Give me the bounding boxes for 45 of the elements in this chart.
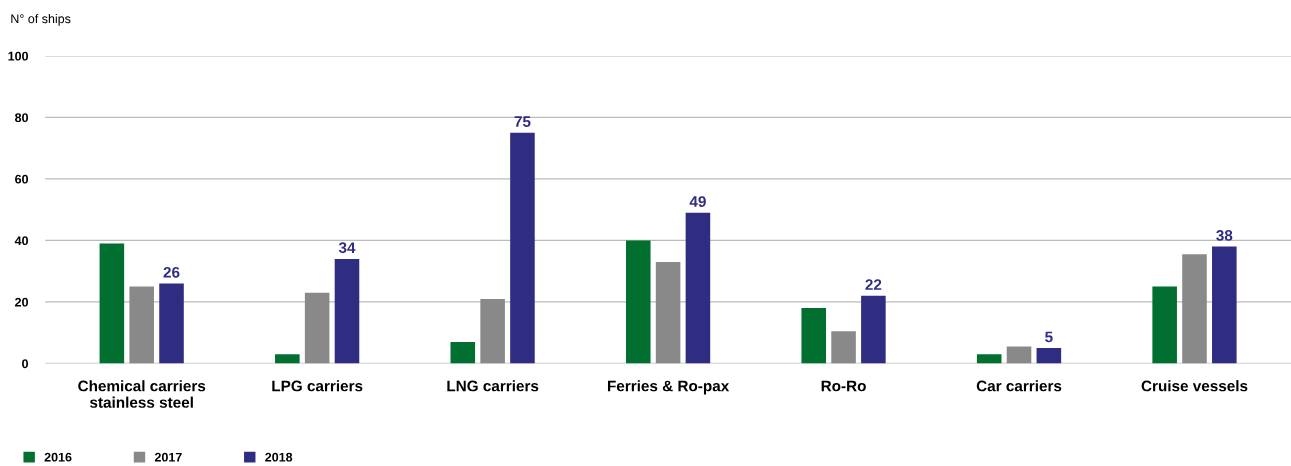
data-label: 5 (1045, 331, 1053, 343)
bar (831, 331, 856, 364)
legend-label: 2018 (265, 452, 293, 462)
bar (304, 292, 330, 364)
bar (480, 298, 505, 364)
x-tick-label: Ro-Ro (821, 380, 866, 392)
bar (129, 286, 154, 364)
bar (625, 240, 651, 364)
bar (99, 243, 125, 364)
bar (1212, 246, 1237, 364)
x-tick-label: LPG carriers (272, 380, 363, 392)
y-tick-label: 40 (14, 236, 29, 246)
data-label: 49 (689, 196, 706, 207)
data-label: 34 (338, 242, 356, 254)
legend-label: 2017 (154, 452, 182, 462)
bar (655, 261, 681, 364)
bar (510, 132, 535, 364)
x-tick-label: Car carriers (976, 380, 1062, 392)
x-tick-label: Ferries & Ro-pax (607, 380, 730, 395)
x-tick-label: Cruise vessels (1141, 380, 1248, 392)
bar (159, 283, 184, 364)
x-tick-label: LNG carriers (447, 380, 539, 392)
bar (1006, 346, 1032, 364)
y-axis-title: N° of ships (11, 13, 71, 26)
y-tick-label: 60 (15, 174, 29, 184)
bar (801, 308, 827, 364)
y-tick-label: 100 (8, 51, 29, 61)
y-tick-label: 80 (15, 113, 29, 123)
data-label: 26 (163, 266, 180, 278)
bar (1036, 348, 1062, 364)
bar (1182, 254, 1207, 364)
bar (976, 354, 1002, 364)
y-tick-label: 0 (22, 359, 29, 369)
legend-label: 2016 (44, 452, 72, 462)
y-tick-label: 20 (15, 297, 29, 307)
bar (275, 354, 300, 364)
bar (1152, 286, 1177, 364)
data-label: 38 (1216, 229, 1233, 241)
x-tick-label: Chemical carriers stainless steel (78, 380, 206, 408)
data-label: 75 (514, 116, 531, 128)
data-label: 22 (865, 279, 882, 290)
bar (861, 295, 886, 364)
bar (334, 258, 360, 364)
bar (685, 212, 711, 364)
bar (450, 341, 476, 364)
